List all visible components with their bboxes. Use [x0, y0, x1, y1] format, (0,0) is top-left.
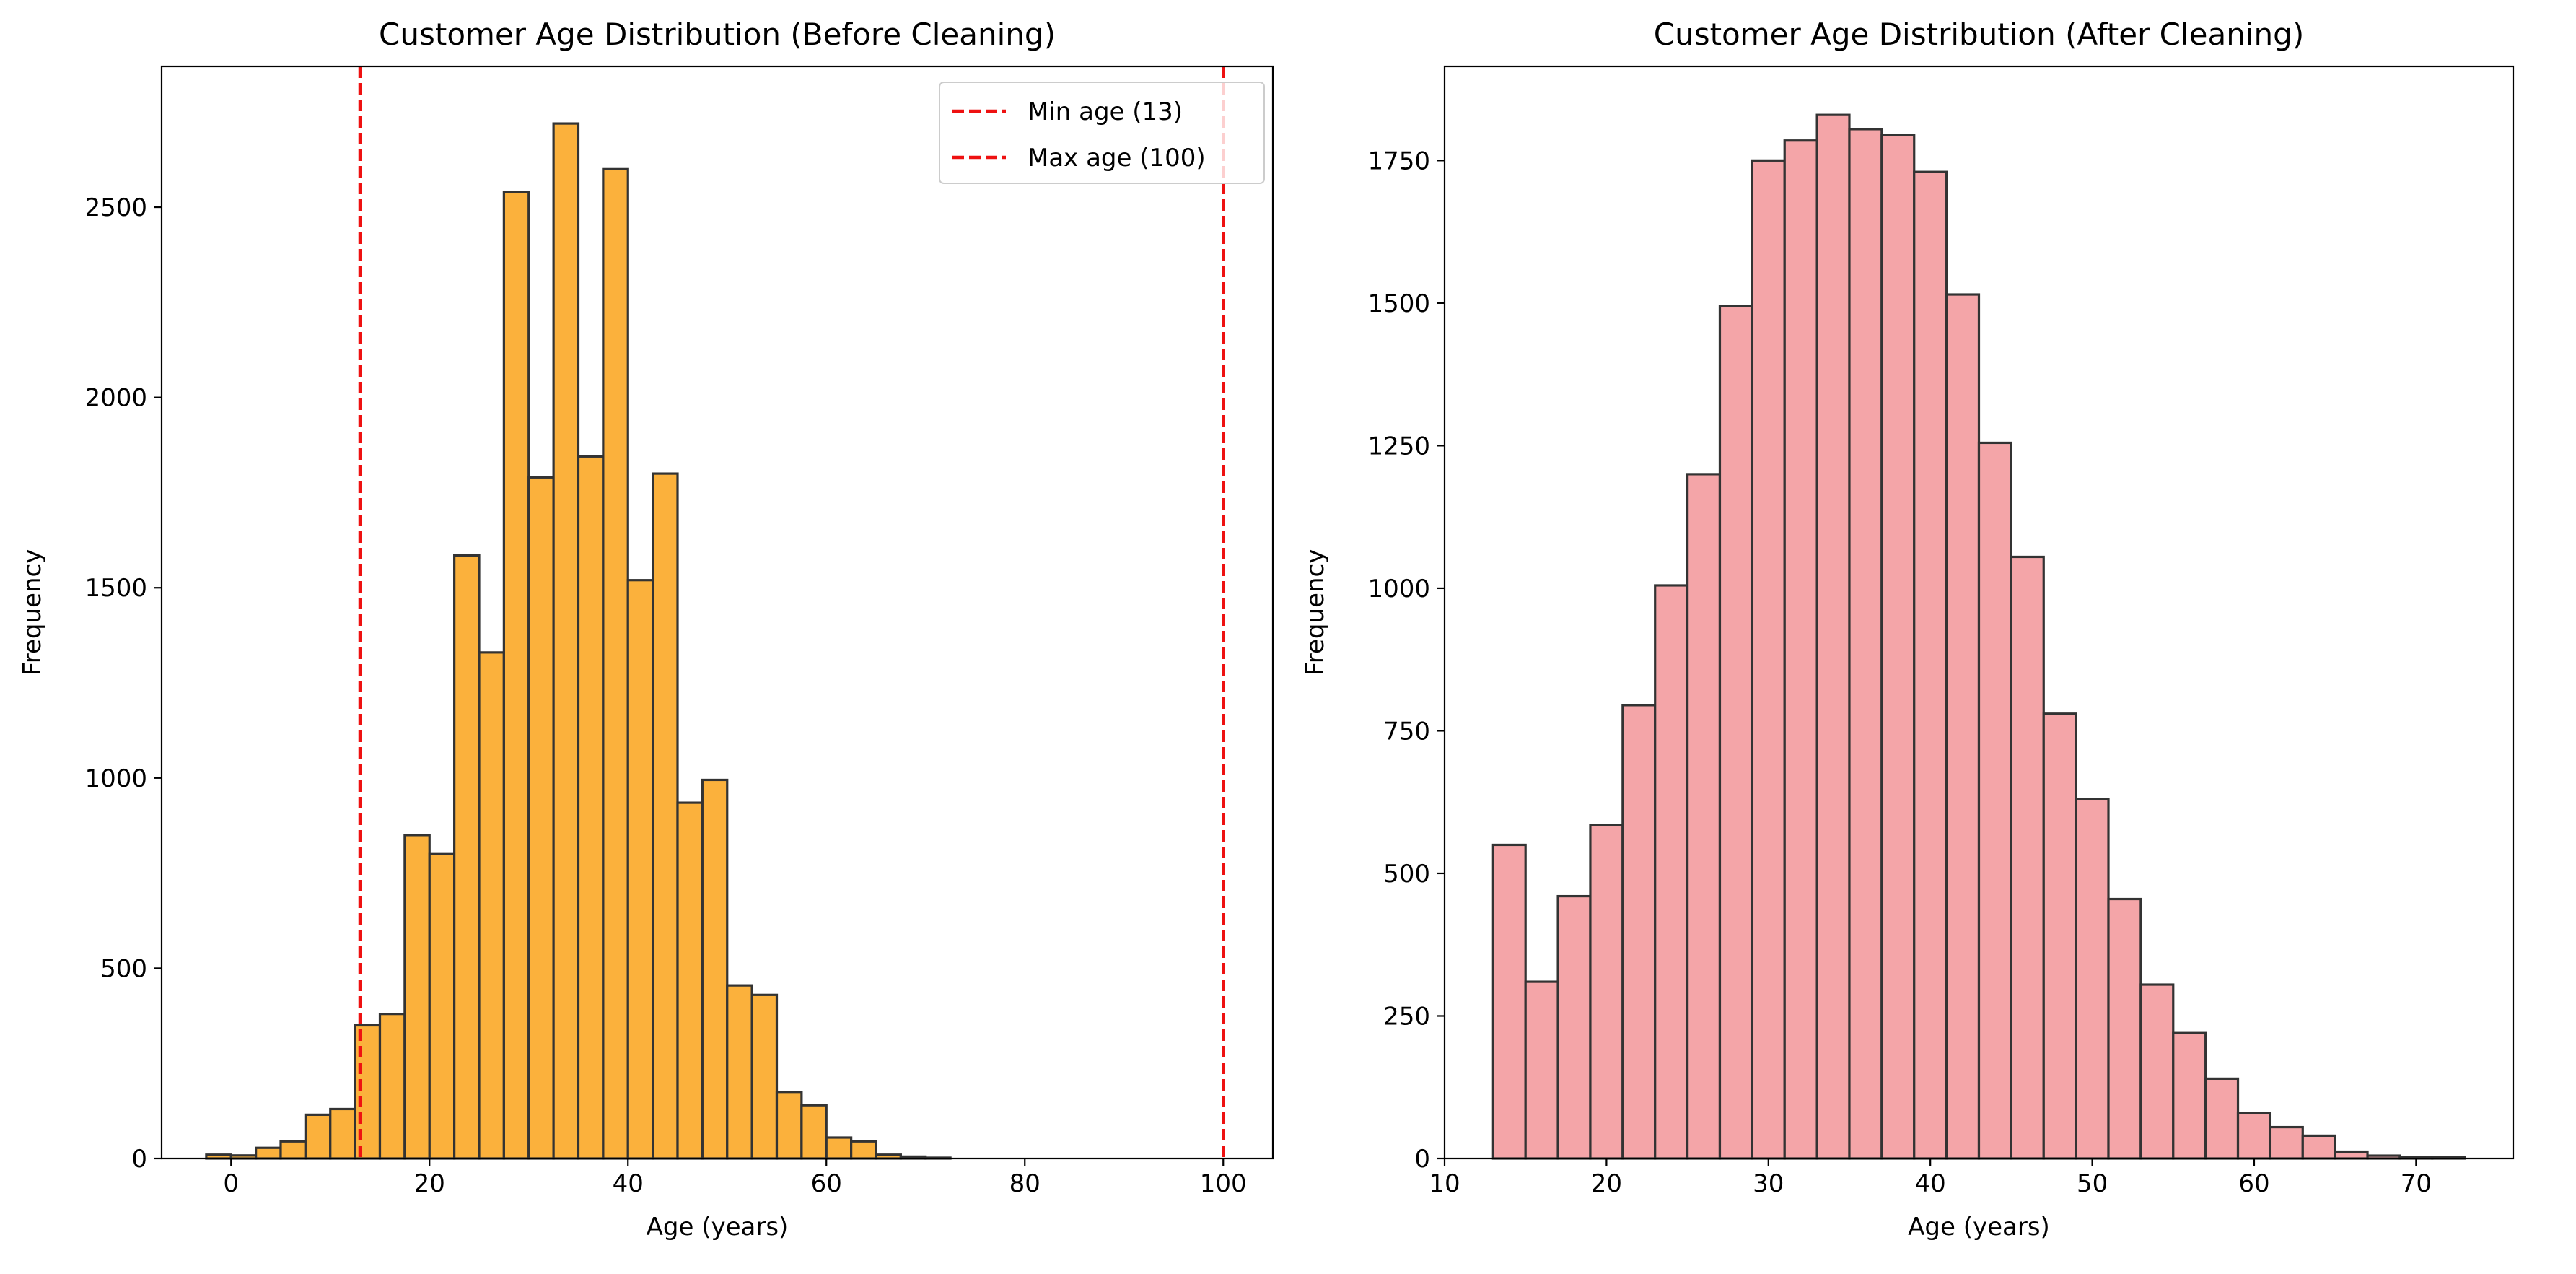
- histogram-bars: [1491, 113, 2466, 1160]
- histogram-bar: [329, 1107, 356, 1160]
- histogram-bar: [825, 1136, 853, 1160]
- histogram-bar: [2075, 798, 2110, 1160]
- y-tick-label: 500: [1383, 860, 1430, 889]
- x-tick-label: 40: [1915, 1169, 1946, 1198]
- histogram-bar: [478, 651, 505, 1160]
- y-tick-label: 500: [100, 954, 147, 983]
- histogram-bar: [1589, 824, 1624, 1160]
- y-tick-label: 250: [1383, 1002, 1430, 1031]
- y-tick-label: 1000: [84, 764, 147, 793]
- histogram-bar: [453, 554, 481, 1160]
- chart-panel-1: 0 20 40 60 80 10005001000150020002500Customer…: [18, 17, 1274, 1242]
- chart-title: Customer Age Distribution (Before Cleani…: [379, 17, 1056, 52]
- y-tick-label: 0: [1414, 1145, 1430, 1174]
- y-tick-label: 1000: [1367, 575, 1430, 603]
- y-tick-label: 1250: [1367, 432, 1430, 461]
- histogram-bar: [577, 455, 605, 1160]
- histogram-bar: [502, 191, 530, 1160]
- histogram-bar: [1491, 843, 1527, 1160]
- histogram-bar: [1718, 305, 1753, 1160]
- histogram-bar: [1621, 704, 1657, 1160]
- histogram-bar: [403, 834, 431, 1160]
- histogram-bar: [552, 122, 580, 1160]
- y-tick-label: 2500: [84, 193, 147, 222]
- histogram-bar: [2010, 555, 2045, 1160]
- y-axis-label: Frequency: [18, 549, 47, 676]
- histogram-bars: [205, 122, 952, 1160]
- histogram-bar: [626, 579, 654, 1160]
- histogram-bar: [1815, 113, 1851, 1160]
- histogram-bar: [2172, 1031, 2207, 1160]
- legend: Min age (13) Max age (100): [939, 82, 1265, 184]
- histogram-bar: [602, 167, 629, 1160]
- x-tick-label: 80: [1009, 1169, 1041, 1198]
- histogram-bar: [775, 1091, 803, 1160]
- histogram-bar: [2042, 712, 2077, 1160]
- x-tick-label: 30: [1753, 1169, 1784, 1198]
- x-tick-label: 20: [414, 1169, 445, 1198]
- y-axis-label: Frequency: [1301, 549, 1330, 676]
- x-tick-label: 20: [1591, 1169, 1622, 1198]
- y-tick-label: 1500: [1367, 289, 1430, 318]
- y-tick-label: 1750: [1367, 147, 1430, 175]
- x-tick-label: 40: [613, 1169, 644, 1198]
- histogram-bar: [1783, 139, 1818, 1160]
- histogram-bar: [1686, 473, 1722, 1160]
- x-tick-label: 60: [811, 1169, 842, 1198]
- histogram-bar: [1880, 134, 1916, 1160]
- x-tick-label: 0: [223, 1169, 239, 1198]
- histogram-bar: [726, 984, 753, 1160]
- histogram-bar: [1913, 170, 1948, 1160]
- histogram-bar: [676, 801, 704, 1160]
- histogram-bar: [652, 472, 679, 1160]
- legend-box: [939, 82, 1265, 184]
- y-tick-label: 1500: [84, 574, 147, 603]
- plot-frame: [160, 65, 1274, 1160]
- histogram-bar: [2236, 1112, 2272, 1160]
- x-axis-label: Age (years): [1908, 1213, 2050, 1242]
- x-tick-label: 60: [2238, 1169, 2269, 1198]
- histogram-bar: [850, 1140, 877, 1160]
- histogram-bar: [1751, 159, 1786, 1160]
- x-tick-label: 100: [1200, 1169, 1247, 1198]
- chart-title: Customer Age Distribution (After Cleanin…: [1654, 17, 2304, 52]
- histogram-bar: [1977, 441, 2012, 1160]
- legend-entry-label: Max age (100): [1028, 144, 1206, 173]
- y-tick-label: 2000: [84, 384, 147, 413]
- histogram-bar: [1524, 980, 1559, 1160]
- histogram-bar: [255, 1146, 282, 1160]
- histogram-bar: [2107, 897, 2142, 1160]
- histogram-bar: [1848, 128, 1883, 1160]
- histogram-bar: [750, 993, 779, 1160]
- histogram-bar: [2301, 1134, 2336, 1160]
- histogram-bar: [378, 1013, 406, 1160]
- histogram-bar: [1654, 584, 1689, 1160]
- x-tick-label: 10: [1429, 1169, 1460, 1198]
- x-axis-label: Age (years): [647, 1213, 789, 1242]
- x-tick-label: 50: [2077, 1169, 2108, 1198]
- histogram-bar: [1556, 894, 1592, 1160]
- histogram-bar: [2139, 983, 2175, 1160]
- histogram-bar: [800, 1104, 828, 1160]
- histogram-bar: [1945, 293, 1981, 1160]
- histogram-bar: [2269, 1125, 2304, 1160]
- histogram-bar: [701, 778, 729, 1160]
- y-tick-label: 750: [1383, 717, 1430, 746]
- histogram-bar: [428, 852, 456, 1160]
- y-tick-label: 0: [131, 1145, 147, 1174]
- x-tick-label: 70: [2401, 1169, 2432, 1198]
- chart-panel-2: 10 20 30 40 50 60 70 0 250 500 750 1000 1250 1500 1750…: [1301, 17, 2515, 1242]
- histogram-bar: [304, 1113, 332, 1160]
- plot-frame: [1443, 65, 2515, 1160]
- histogram-bar: [279, 1140, 307, 1160]
- histogram-bar: [2334, 1150, 2369, 1160]
- histogram-bar: [527, 476, 555, 1160]
- histogram-bar: [2204, 1077, 2240, 1160]
- legend-entry-label: Min age (13): [1028, 97, 1183, 126]
